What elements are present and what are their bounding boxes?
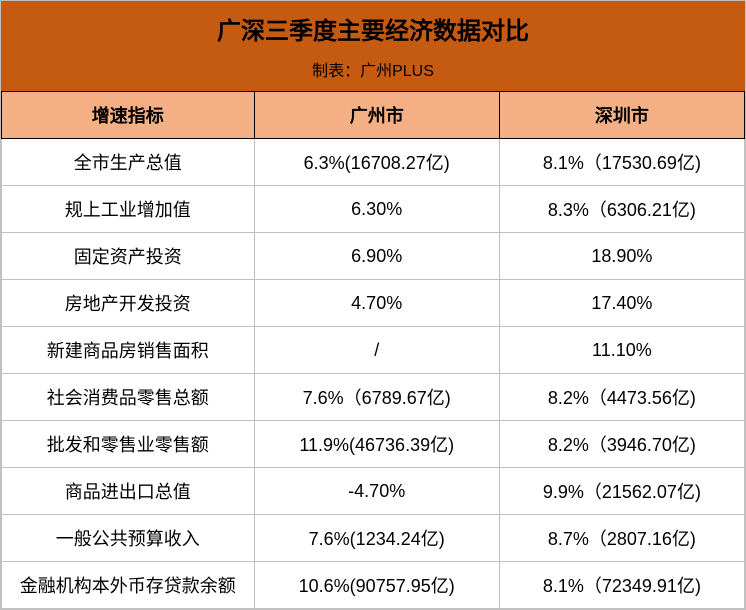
comparison-table: 增速指标 广州市 深圳市 全市生产总值 6.3%(16708.27亿) 8.1%… — [1, 91, 745, 609]
cell-guangzhou: 7.6%(1234.24亿) — [254, 515, 499, 562]
table-row: 金融机构本外币存贷款余额 10.6%(90757.95亿) 8.1%（72349… — [2, 562, 745, 609]
cell-shenzhen: 8.2%（4473.56亿) — [499, 374, 744, 421]
cell-indicator: 一般公共预算收入 — [2, 515, 255, 562]
cell-shenzhen: 8.3%（6306.21亿) — [499, 186, 744, 233]
table-title: 广深三季度主要经济数据对比 — [1, 1, 745, 53]
cell-guangzhou: -4.70% — [254, 468, 499, 515]
table-row: 新建商品房销售面积 / 11.10% — [2, 327, 745, 374]
cell-indicator: 房地产开发投资 — [2, 280, 255, 327]
table-row: 一般公共预算收入 7.6%(1234.24亿) 8.7%（2807.16亿) — [2, 515, 745, 562]
cell-shenzhen: 8.1%（72349.91亿) — [499, 562, 744, 609]
cell-shenzhen: 18.90% — [499, 233, 744, 280]
table-row: 固定资产投资 6.90% 18.90% — [2, 233, 745, 280]
cell-indicator: 规上工业增加值 — [2, 186, 255, 233]
cell-indicator: 商品进出口总值 — [2, 468, 255, 515]
table-subtitle: 制表：广州PLUS — [1, 53, 745, 91]
table-row: 商品进出口总值 -4.70% 9.9%（21562.07亿) — [2, 468, 745, 515]
cell-guangzhou: / — [254, 327, 499, 374]
table-row: 规上工业增加值 6.30% 8.3%（6306.21亿) — [2, 186, 745, 233]
cell-indicator: 金融机构本外币存贷款余额 — [2, 562, 255, 609]
cell-shenzhen: 8.1%（17530.69亿) — [499, 139, 744, 186]
cell-shenzhen: 17.40% — [499, 280, 744, 327]
cell-shenzhen: 11.10% — [499, 327, 744, 374]
col-header-shenzhen: 深圳市 — [499, 92, 744, 139]
cell-shenzhen: 9.9%（21562.07亿) — [499, 468, 744, 515]
cell-indicator: 固定资产投资 — [2, 233, 255, 280]
comparison-table-container: 广深三季度主要经济数据对比 制表：广州PLUS 增速指标 广州市 深圳市 全市生… — [0, 0, 746, 610]
table-row: 社会消费品零售总额 7.6%（6789.67亿) 8.2%（4473.56亿) — [2, 374, 745, 421]
cell-guangzhou: 10.6%(90757.95亿) — [254, 562, 499, 609]
cell-guangzhou: 7.6%（6789.67亿) — [254, 374, 499, 421]
cell-guangzhou: 6.90% — [254, 233, 499, 280]
cell-guangzhou: 6.3%(16708.27亿) — [254, 139, 499, 186]
cell-indicator: 社会消费品零售总额 — [2, 374, 255, 421]
cell-shenzhen: 8.2%（3946.70亿) — [499, 421, 744, 468]
cell-indicator: 全市生产总值 — [2, 139, 255, 186]
cell-guangzhou: 4.70% — [254, 280, 499, 327]
col-header-guangzhou: 广州市 — [254, 92, 499, 139]
cell-indicator: 批发和零售业零售额 — [2, 421, 255, 468]
table-row: 房地产开发投资 4.70% 17.40% — [2, 280, 745, 327]
col-header-indicator: 增速指标 — [2, 92, 255, 139]
cell-indicator: 新建商品房销售面积 — [2, 327, 255, 374]
cell-shenzhen: 8.7%（2807.16亿) — [499, 515, 744, 562]
table-row: 全市生产总值 6.3%(16708.27亿) 8.1%（17530.69亿) — [2, 139, 745, 186]
table-body: 全市生产总值 6.3%(16708.27亿) 8.1%（17530.69亿) 规… — [2, 139, 745, 609]
cell-guangzhou: 11.9%(46736.39亿) — [254, 421, 499, 468]
table-row: 批发和零售业零售额 11.9%(46736.39亿) 8.2%（3946.70亿… — [2, 421, 745, 468]
cell-guangzhou: 6.30% — [254, 186, 499, 233]
table-header-row: 增速指标 广州市 深圳市 — [2, 92, 745, 139]
